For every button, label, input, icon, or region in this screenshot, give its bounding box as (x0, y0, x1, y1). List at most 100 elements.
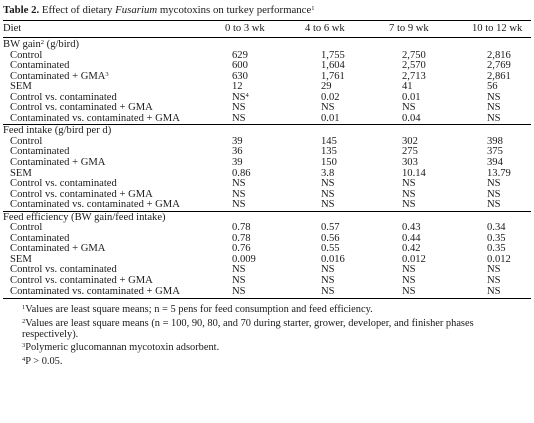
cell-value: NS (232, 199, 246, 211)
cell-value: 0.76 (232, 243, 251, 255)
table-cell: NS (369, 199, 450, 211)
cell-value: 0.44 (402, 232, 421, 244)
cell-value: NS (232, 112, 246, 124)
cell-value: 0.016 (321, 253, 345, 265)
cell-value: NS (232, 188, 246, 200)
cell-value: 0.42 (402, 243, 421, 255)
footnotes: 1Values are least square means; n = 5 pe… (3, 304, 531, 367)
table-cell: NS (450, 113, 531, 125)
table-row: Control vs. contaminated + GMA NS NS NS NS (3, 275, 531, 287)
row-label-text: Control vs. contaminated + GMA (10, 102, 153, 114)
section-title-unit: (g/bird) (44, 39, 80, 50)
table-cell: 0.01 (369, 91, 450, 104)
cell-value: NS (402, 285, 416, 297)
cell-value: 39 (232, 135, 243, 147)
row-label: Control vs. contaminated + GMA (3, 275, 221, 287)
table-cell: NS (221, 286, 289, 300)
column-header: 0 to 3 wk (225, 23, 265, 34)
row-label: Control (3, 222, 221, 234)
table-cell: NS (289, 265, 369, 276)
cell-value: 29 (321, 81, 332, 93)
cell-value: NS (232, 91, 246, 103)
cell-value: NS (232, 264, 246, 276)
table-cell: NS (221, 178, 289, 190)
caption-footnote-mark: 1 (311, 5, 315, 12)
cell-value: 0.01 (321, 112, 340, 124)
table-cell: NS (289, 189, 369, 201)
table-cell: 39 (221, 157, 289, 169)
footnote-text: Polymeric glucomannan mycotoxin adsorben… (25, 342, 220, 354)
row-label: SEM (3, 81, 221, 93)
cell-footnote: 4 (245, 91, 249, 99)
column-header: 4 to 6 wk (305, 23, 345, 34)
table-cell: 0.009 (221, 254, 289, 266)
row-label-text: Control (10, 135, 43, 147)
cell-value: 302 (402, 135, 418, 147)
table-cell: NS (221, 199, 289, 211)
table-cell: 0.78 (221, 222, 289, 234)
row-label: SEM (3, 254, 221, 266)
cell-value: 10.14 (402, 167, 426, 179)
footnote-text: Values are least square means; n = 5 pen… (25, 304, 373, 316)
cell-value: 303 (402, 157, 418, 169)
table-row: Contaminated + GMA3 630 1,761 2,713 2,861 (3, 70, 531, 83)
cell-value: 0.34 (487, 222, 506, 234)
table-cell: 0.57 (289, 222, 369, 234)
cell-value: 0.012 (402, 253, 426, 265)
row-label-footnote: 3 (105, 70, 109, 78)
cell-value: 394 (487, 157, 503, 169)
table-cell: 1,604 (289, 60, 369, 72)
table-row: Control 39 145 302 398 (3, 135, 531, 148)
cell-value: 0.57 (321, 222, 340, 234)
row-label: Contaminated vs. contaminated + GMA (3, 199, 221, 211)
row-label: Contaminated + GMA (3, 244, 221, 255)
table-row: Contaminated + GMA 0.76 0.55 0.42 0.35 (3, 244, 531, 255)
section-title: Feed efficiency (BW gain/feed intake) (3, 210, 531, 224)
section-title-text: Feed intake (g/bird per d) (3, 125, 112, 137)
row-label-text: Control vs. contaminated (10, 264, 117, 276)
table-cell: 56 (450, 81, 531, 93)
cell-value: 3.8 (321, 167, 335, 179)
table-cell: 2,570 (369, 60, 450, 72)
footnote: 3Polymeric glucomannan mycotoxin adsorbe… (22, 342, 531, 353)
table-row: Control vs. contaminated NS NS NS NS (3, 178, 531, 190)
table-cell: 0.78 (221, 233, 289, 245)
cell-value: NS (487, 188, 501, 200)
table-row: Control 629 1,755 2,750 2,816 (3, 49, 531, 62)
cell-value: NS (321, 275, 335, 287)
cell-value: 398 (487, 135, 503, 147)
cell-value: 150 (321, 157, 337, 169)
table-cell: 0.44 (369, 232, 450, 245)
table-cell: 150 (289, 157, 369, 169)
cell-value: NS (487, 275, 501, 287)
table-row: Contaminated 600 1,604 2,570 2,769 (3, 60, 531, 72)
table-cell: NS (369, 285, 450, 300)
table-cell: 29 (289, 81, 369, 93)
table-cell: 36 (221, 147, 289, 158)
row-label: Control (3, 135, 221, 148)
section-row: Feed intake (g/bird per d) (3, 124, 531, 137)
table-cell: 2,713 (369, 71, 450, 83)
table-cell: NS (221, 265, 289, 276)
cell-value: 0.01 (402, 91, 421, 103)
row-label-text: SEM (10, 81, 32, 93)
table-cell: 13.79 (450, 168, 531, 180)
table-cell: 41 (369, 81, 450, 93)
cell-value: 2,570 (402, 60, 426, 72)
caption-italic: Fusarium (115, 4, 158, 16)
cell-value: 2,750 (402, 49, 426, 61)
cell-value: 0.43 (402, 222, 421, 234)
table-cell: NS (289, 199, 369, 211)
cell-value: NS (232, 102, 246, 114)
table-cell: 0.56 (289, 233, 369, 245)
table-cell: 0.02 (289, 92, 369, 104)
cell-value: NS (487, 199, 501, 211)
row-label: Contaminated + GMA (3, 157, 221, 169)
section-title: Feed intake (g/bird per d) (3, 124, 531, 137)
cell-value: NS (487, 285, 501, 297)
table-cell: 2,750 (369, 49, 450, 62)
footnote-text: Values are least square means (n = 100, … (22, 317, 474, 340)
table-cell: 630 (221, 71, 289, 83)
row-label: Control vs. contaminated (3, 92, 221, 104)
table-cell: 12 (221, 81, 289, 93)
